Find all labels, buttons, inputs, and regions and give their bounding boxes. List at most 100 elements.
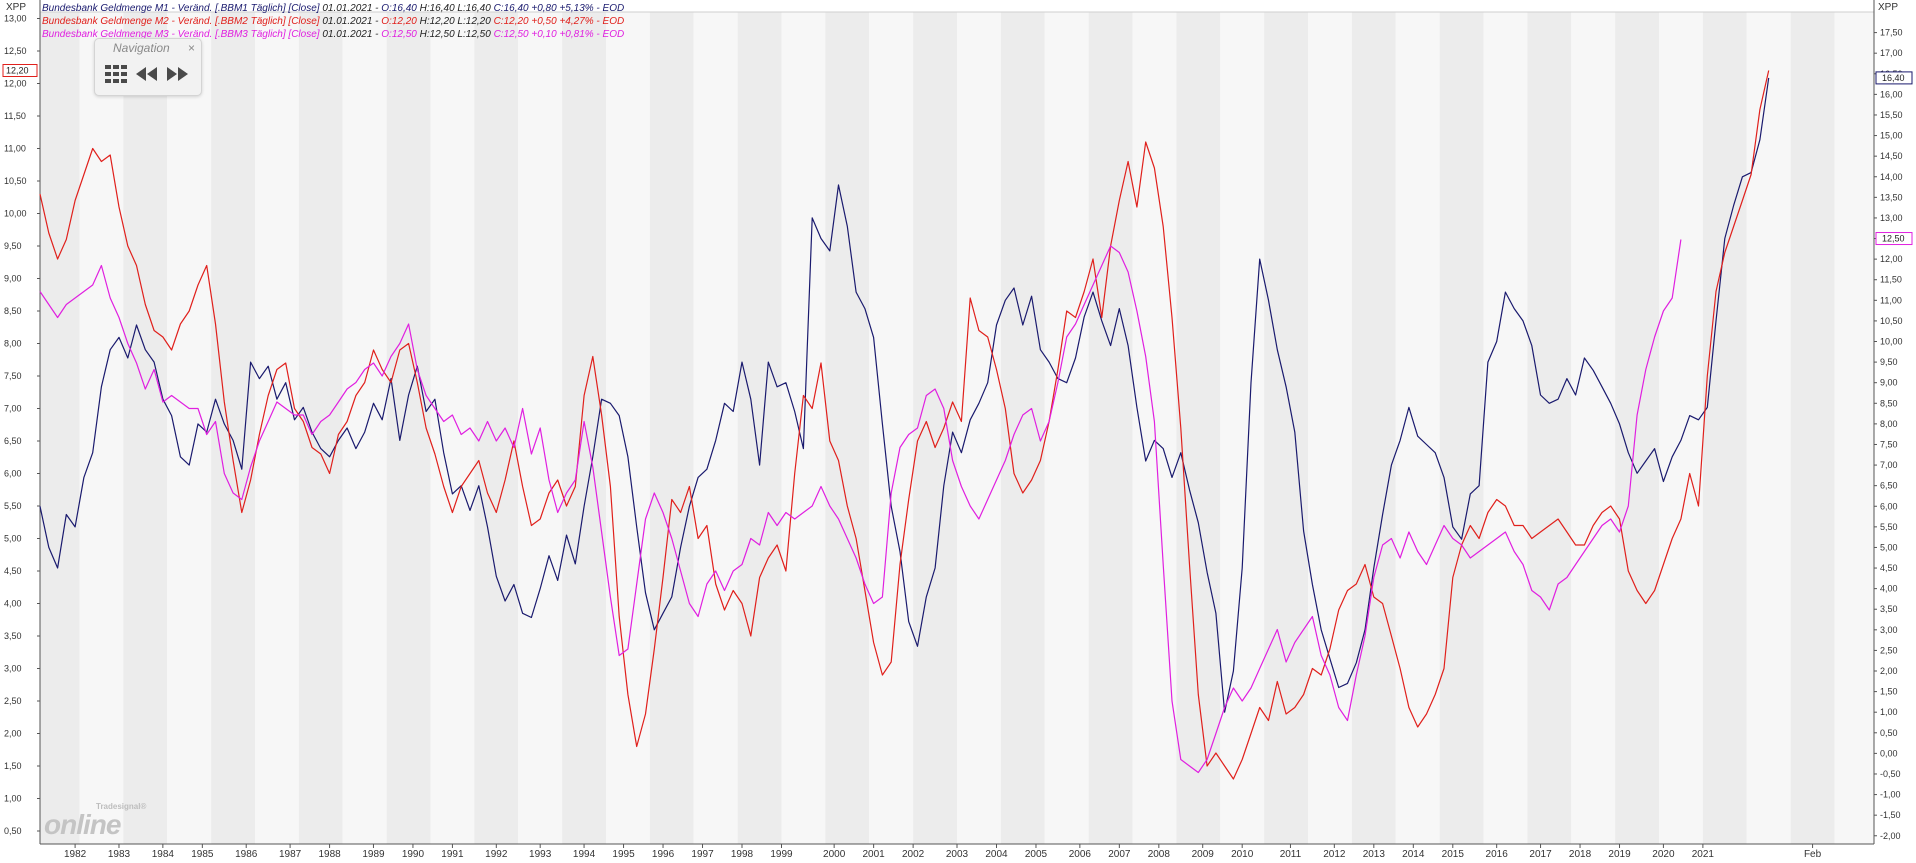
series-line — [39, 77, 1770, 713]
left-tick-label: 8,50 — [4, 306, 22, 316]
legend-high-low: H:16,40 L:16,40 — [419, 3, 494, 14]
year-band — [781, 12, 826, 844]
right-axis: -2,00 -1,50 -1,00 -0,50 0,00 0,50 1,00 1,50 2,00… — [1874, 28, 1913, 841]
right-tick-label: 0,00 — [1880, 748, 1898, 758]
right-tick-label: 4,00 — [1880, 584, 1898, 594]
year-band — [79, 12, 124, 844]
year-band — [605, 12, 650, 844]
x-axis: 1982 1983 1984 1985 1986 1987 1988 1989 1990 1991… — [64, 844, 1822, 860]
legend-open: O:16,40 — [381, 3, 420, 14]
left-tick-label: 12,50 — [4, 46, 27, 56]
right-tick-label: 1,50 — [1880, 687, 1898, 697]
right-tick-label: -1,00 — [1880, 790, 1901, 800]
right-last-value-label: 12,50 — [1882, 234, 1905, 244]
navigation-panel[interactable]: Navigation × — [94, 38, 202, 96]
x-tick-label: 2013 — [1363, 849, 1386, 860]
x-tick-label: 2003 — [946, 849, 969, 860]
year-band — [1790, 12, 1835, 844]
left-tick-label: 11,50 — [4, 111, 26, 121]
year-band — [1308, 12, 1352, 844]
legend-close: C:12,50 +0,10 +0,81% - EOD — [493, 29, 625, 40]
right-tick-label: 12,00 — [1880, 254, 1903, 264]
left-axis-unit: XPP — [6, 2, 26, 13]
x-tick-label: 1989 — [362, 849, 385, 860]
left-tick-label: 7,50 — [4, 371, 22, 381]
left-tick-label: 6,50 — [4, 436, 22, 446]
year-band — [40, 12, 80, 844]
grid-icon[interactable] — [105, 65, 127, 88]
left-tick-label: 11,00 — [4, 144, 26, 154]
legend-high-low: H:12,20 L:12,20 — [419, 16, 494, 27]
year-band — [1615, 12, 1660, 844]
right-tick-label: 7,50 — [1880, 439, 1898, 449]
x-tick-label: 1982 — [64, 849, 87, 860]
right-tick-label: 15,00 — [1880, 131, 1903, 141]
legend-row: Bundesbank Geldmenge M3 - Veränd. [.BBM3… — [42, 28, 624, 41]
left-tick-label: 10,50 — [4, 176, 27, 186]
x-tick-label: 2011 — [1280, 849, 1302, 860]
x-tick-label: 2009 — [1192, 849, 1215, 860]
x-tick-label: 1993 — [529, 849, 552, 860]
x-tick-label: 2019 — [1608, 849, 1631, 860]
right-tick-label: 17,00 — [1880, 48, 1903, 58]
fast-forward-icon[interactable] — [165, 65, 189, 88]
year-band — [1483, 12, 1528, 844]
x-tick-label: 1988 — [318, 849, 341, 860]
left-tick-label: 4,00 — [4, 599, 22, 609]
left-tick-label: 1,00 — [4, 794, 22, 804]
left-tick-label: 6,00 — [4, 469, 22, 479]
year-band — [957, 12, 1001, 844]
year-band — [298, 12, 343, 844]
x-tick-label: 2001 — [863, 849, 886, 860]
x-tick-label: 2018 — [1569, 849, 1592, 860]
right-tick-label: 16,00 — [1880, 89, 1903, 99]
year-band — [123, 12, 168, 844]
legend-row: Bundesbank Geldmenge M2 - Veränd. [.BBM2… — [42, 15, 624, 28]
x-tick-label: 1992 — [485, 849, 508, 860]
left-tick-label: 4,50 — [4, 566, 22, 576]
x-tick-label: 2005 — [1025, 849, 1048, 860]
right-tick-label: 4,50 — [1880, 563, 1898, 573]
year-band — [913, 12, 957, 844]
series-line — [39, 239, 1682, 774]
left-tick-label: 9,00 — [4, 274, 22, 284]
left-last-value-box — [2, 64, 38, 77]
x-tick-label: 2016 — [1486, 849, 1509, 860]
left-tick-label: 2,00 — [4, 729, 22, 739]
year-band — [1044, 12, 1089, 844]
left-tick-label: 0,50 — [4, 826, 22, 836]
left-tick-label: 13,00 — [4, 14, 27, 24]
left-axis: 0,50 1,00 1,50 2,00 2,50 3,00 3,50 4,00 4,50 5,00… — [2, 14, 40, 836]
legend-high-low: H:12,50 L:12,50 — [419, 29, 494, 40]
year-band — [1746, 12, 1791, 844]
right-tick-label: 6,50 — [1880, 481, 1898, 491]
right-tick-label: -0,50 — [1880, 769, 1901, 779]
right-tick-label: 10,00 — [1880, 337, 1903, 347]
year-band — [1088, 12, 1133, 844]
rewind-icon[interactable] — [135, 65, 159, 88]
left-tick-label: 8,00 — [4, 339, 22, 349]
close-icon[interactable]: × — [187, 41, 195, 55]
left-tick-label: 3,50 — [4, 631, 22, 641]
year-band — [825, 12, 870, 844]
x-tick-label: 1986 — [235, 849, 258, 860]
x-tick-label: 1997 — [691, 849, 714, 860]
year-band — [211, 12, 255, 844]
right-tick-label: 5,00 — [1880, 542, 1898, 552]
year-band — [1395, 12, 1440, 844]
legend-date: 01.01.2021 - — [322, 3, 382, 14]
year-band — [342, 12, 387, 844]
year-band — [1439, 12, 1484, 844]
logo-big-text: online — [44, 809, 121, 840]
x-tick-label: 2010 — [1231, 849, 1254, 860]
year-band — [474, 12, 519, 844]
left-tick-label: 12,00 — [4, 79, 27, 89]
right-tick-label: 13,00 — [1880, 213, 1903, 223]
left-tick-label: 2,50 — [4, 696, 22, 706]
x-tick-label: 2015 — [1442, 849, 1465, 860]
year-band — [386, 12, 431, 844]
year-bands — [40, 12, 1874, 844]
x-tick-label: 1994 — [573, 849, 596, 860]
